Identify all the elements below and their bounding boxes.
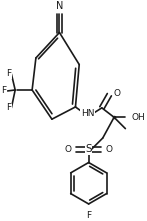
Text: F: F	[1, 86, 6, 95]
Text: N: N	[56, 1, 63, 11]
Text: O: O	[106, 145, 113, 154]
Text: S: S	[85, 144, 92, 154]
Text: F: F	[6, 69, 11, 78]
Text: F: F	[86, 211, 91, 221]
Text: F: F	[6, 103, 11, 112]
Text: OH: OH	[131, 113, 145, 122]
Text: O: O	[113, 89, 120, 98]
Text: O: O	[65, 145, 72, 154]
Text: HN: HN	[81, 109, 95, 118]
